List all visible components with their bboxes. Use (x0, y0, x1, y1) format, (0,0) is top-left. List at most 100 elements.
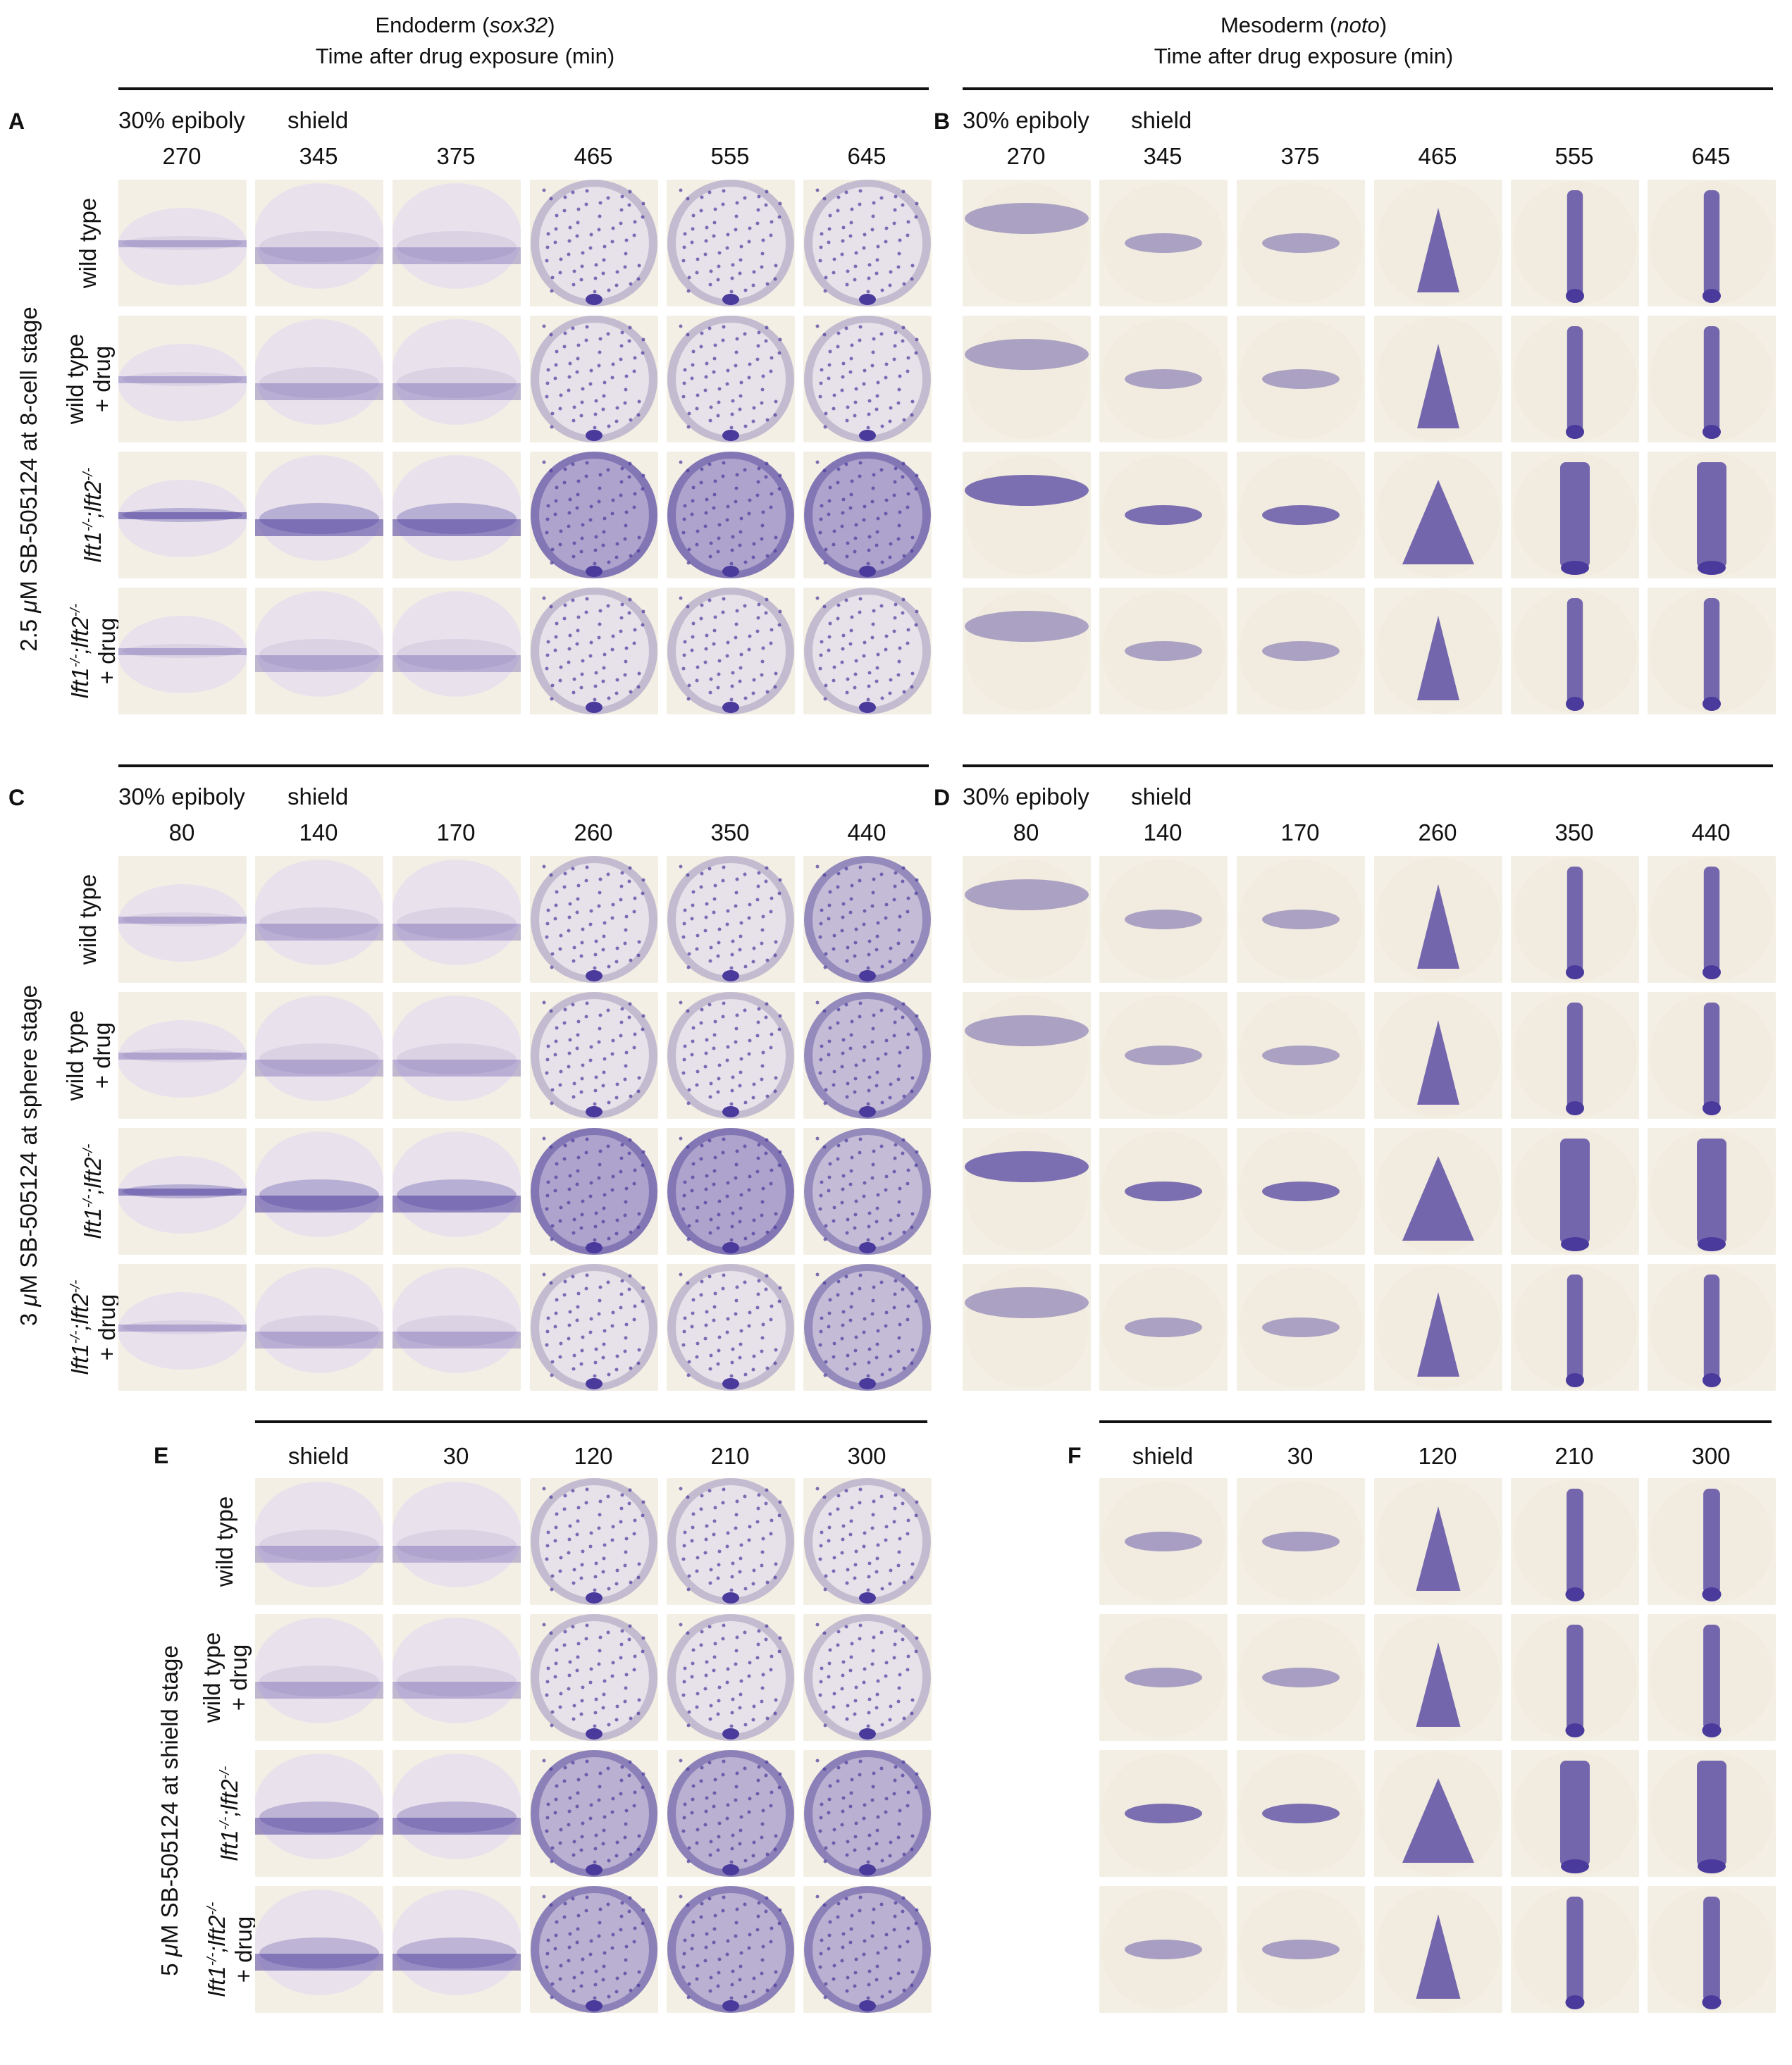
panel-label-e: E (154, 1443, 169, 1468)
embryo-image (1511, 992, 1639, 1119)
embryo-image (667, 452, 795, 578)
embryo-image (667, 180, 795, 306)
embryo-image (393, 588, 521, 714)
embryo-image (255, 992, 383, 1119)
time-label: 555 (710, 143, 750, 169)
row-label-text: + drug (225, 1644, 252, 1711)
rule-e (255, 1420, 927, 1423)
stage-label-b2: shield (1131, 107, 1192, 133)
embryo-image (1648, 316, 1776, 442)
row-label-wild-type-drug: wild type + drug (62, 321, 116, 437)
embryo-image (530, 1886, 658, 2013)
embryo-image (1648, 1264, 1776, 1391)
embryo-image (118, 856, 247, 983)
time-label: 30 (443, 1443, 469, 1469)
row-label-mutant-drug: lft1-/-;lft2-/- + drug (62, 593, 121, 709)
embryo-image (393, 180, 521, 306)
time-label: 30 (1287, 1443, 1314, 1469)
embryo-image (1237, 452, 1365, 578)
row-label-text: wild type (75, 197, 101, 289)
embryo-image (393, 1264, 521, 1391)
embryo-image (393, 1614, 521, 1741)
row-label-text: lft1-/-;lft2-/- (67, 1279, 93, 1375)
embryo-image (118, 588, 247, 714)
embryo-image (255, 452, 383, 578)
row-label-mutant-drug: lft1-/-;lft2-/- + drug (199, 1892, 257, 2007)
embryo-image (393, 1750, 521, 1877)
embryo-image (803, 1886, 932, 2013)
stage-label-a1: 30% epiboly (118, 107, 245, 133)
time-label: 170 (436, 819, 476, 845)
embryo-image (1237, 856, 1365, 983)
row-label-mutant: lft1-/-;lft2-/- (75, 1134, 106, 1249)
time-label: 375 (1280, 143, 1320, 169)
panel-label-a: A (8, 108, 25, 134)
embryo-image (1099, 1886, 1228, 2013)
stage-label-a2: shield (288, 107, 349, 133)
time-label: 465 (574, 143, 613, 169)
row-label-mutant: lft1-/-;lft2-/- (75, 457, 106, 573)
row-label-mutant: lft1-/-;lft2-/- (211, 1756, 243, 1871)
time-label: 645 (1691, 143, 1731, 169)
embryo-image (530, 180, 658, 306)
embryo-image (1237, 316, 1365, 442)
embryo-image (1511, 180, 1639, 306)
rule-a (118, 87, 929, 90)
embryo-image (530, 992, 658, 1119)
panel-label-c: C (8, 785, 25, 810)
row-label-wild-type: wild type (75, 862, 101, 977)
embryo-image (803, 1264, 932, 1391)
time-label: 170 (1280, 819, 1320, 845)
embryo-image (803, 856, 932, 983)
panel-label-d: D (934, 785, 951, 810)
embryo-image (1648, 856, 1776, 983)
row-label-text: + drug (230, 1916, 257, 1983)
group-label-sphere: 3 μM SB-505124 at sphere stage (16, 984, 42, 1327)
embryo-image (393, 1478, 521, 1605)
time-label: 300 (1691, 1443, 1731, 1469)
embryo-image (1099, 452, 1228, 578)
row-label-text: + drug (94, 617, 120, 685)
embryo-image (1237, 1264, 1365, 1391)
row-label-wild-type: wild type (211, 1484, 238, 1599)
panel-label-f: F (1068, 1443, 1082, 1468)
embryo-image (255, 316, 383, 442)
embryo-image (1374, 588, 1502, 714)
time-label: 120 (1418, 1443, 1457, 1469)
time-label: shield (1132, 1443, 1194, 1469)
embryo-image (1099, 1128, 1228, 1255)
embryo-image (1648, 1750, 1776, 1877)
embryo-image (803, 992, 932, 1119)
embryo-image (1374, 992, 1502, 1119)
embryo-image (667, 588, 795, 714)
embryo-image (1099, 1750, 1228, 1877)
embryo-image (393, 316, 521, 442)
embryo-image (1374, 1614, 1502, 1741)
embryo-image (963, 1264, 1091, 1391)
embryo-image (803, 1478, 932, 1605)
embryo-image (803, 1750, 932, 1877)
embryo-image (255, 1264, 383, 1391)
embryo-image (1099, 856, 1228, 983)
embryo-image (530, 1264, 658, 1391)
time-label: 270 (1006, 143, 1046, 169)
time-label: 350 (710, 819, 750, 845)
embryo-image (530, 1614, 658, 1741)
time-label: 80 (1013, 819, 1039, 845)
embryo-image (963, 452, 1091, 578)
embryo-image (1237, 992, 1365, 1119)
stage-label-b1: 30% epiboly (963, 107, 1089, 133)
embryo-image (1237, 1614, 1365, 1741)
embryo-image (667, 992, 795, 1119)
embryo-image (393, 1886, 521, 2013)
embryo-image (1099, 992, 1228, 1119)
group-label-shield: 5 μM SB-505124 at shield stage (156, 1645, 183, 1976)
time-label: 80 (168, 819, 195, 845)
embryo-image (255, 1886, 383, 2013)
row-label-mutant-drug: lft1-/-;lft2-/- + drug (62, 1270, 121, 1385)
embryo-image (1374, 316, 1502, 442)
time-label: 140 (1143, 819, 1182, 845)
row-label-text: lft1-/-;lft2-/- (216, 1766, 242, 1861)
time-label: 555 (1555, 143, 1594, 169)
embryo-image (1511, 316, 1639, 442)
